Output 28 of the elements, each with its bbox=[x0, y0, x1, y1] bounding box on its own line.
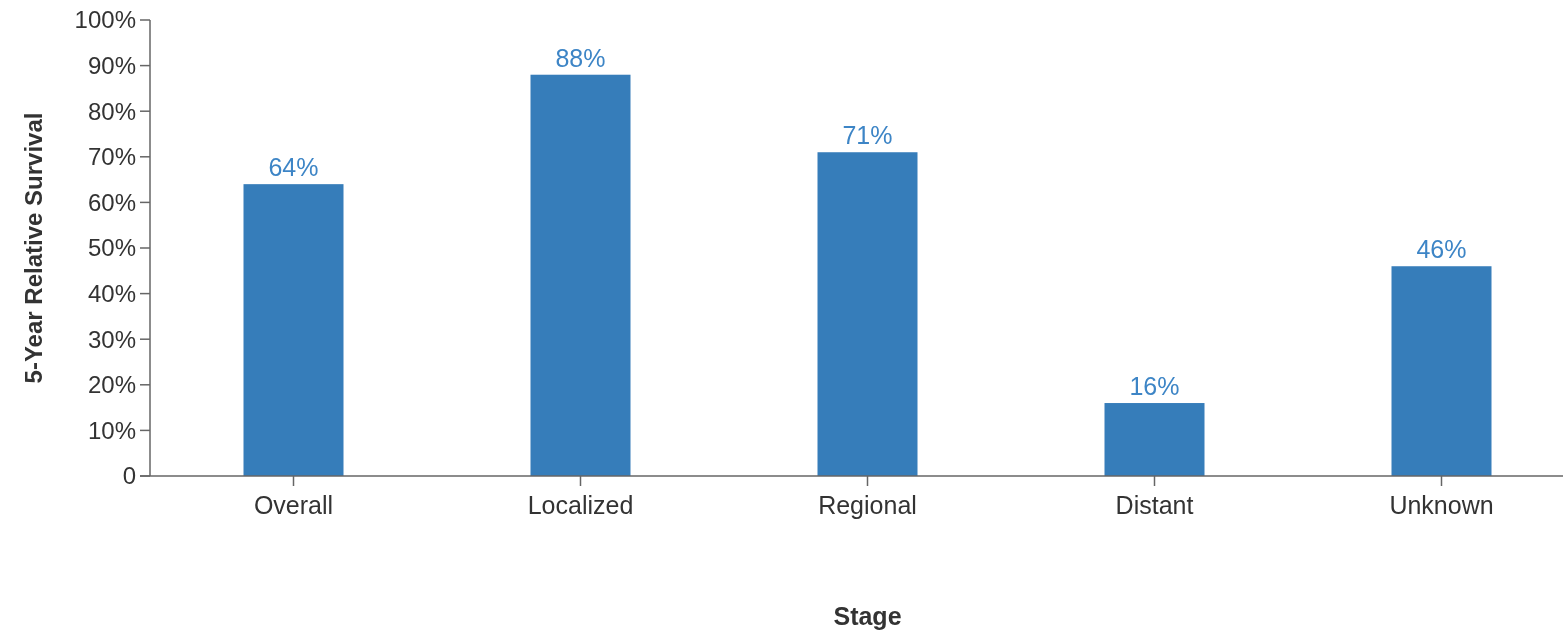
y-tick-label: 100% bbox=[74, 6, 136, 34]
data-label: 16% bbox=[1129, 372, 1180, 401]
bar bbox=[817, 152, 918, 476]
y-tick-label: 10% bbox=[87, 416, 136, 444]
x-tick-label: Overall bbox=[253, 491, 334, 519]
data-label: 71% bbox=[842, 121, 893, 150]
y-tick-label: 40% bbox=[87, 280, 136, 307]
y-tick-label: 0 bbox=[122, 462, 136, 490]
x-tick-label: Unknown bbox=[1389, 491, 1494, 519]
bar bbox=[1104, 403, 1205, 476]
x-tick-label: Distant bbox=[1115, 491, 1194, 519]
data-label: 64% bbox=[268, 153, 319, 182]
y-tick-label: 30% bbox=[87, 325, 136, 353]
y-axis-title: 5-Year Relative Survival bbox=[20, 112, 47, 384]
y-tick-label: 90% bbox=[87, 52, 136, 79]
bar bbox=[243, 184, 344, 476]
y-tick-label: 50% bbox=[87, 234, 136, 262]
data-label: 88% bbox=[555, 43, 606, 72]
data-label: 46% bbox=[1416, 235, 1467, 264]
y-tick-label: 60% bbox=[87, 188, 136, 216]
y-tick-label: 80% bbox=[87, 97, 136, 125]
bar bbox=[1391, 266, 1492, 476]
x-axis-title: Stage bbox=[833, 602, 902, 630]
y-tick-label: 20% bbox=[87, 371, 136, 399]
y-tick-label: 70% bbox=[87, 143, 136, 171]
x-tick-label: Regional bbox=[818, 491, 917, 519]
x-tick-label: Localized bbox=[527, 491, 634, 519]
bar bbox=[530, 74, 631, 476]
